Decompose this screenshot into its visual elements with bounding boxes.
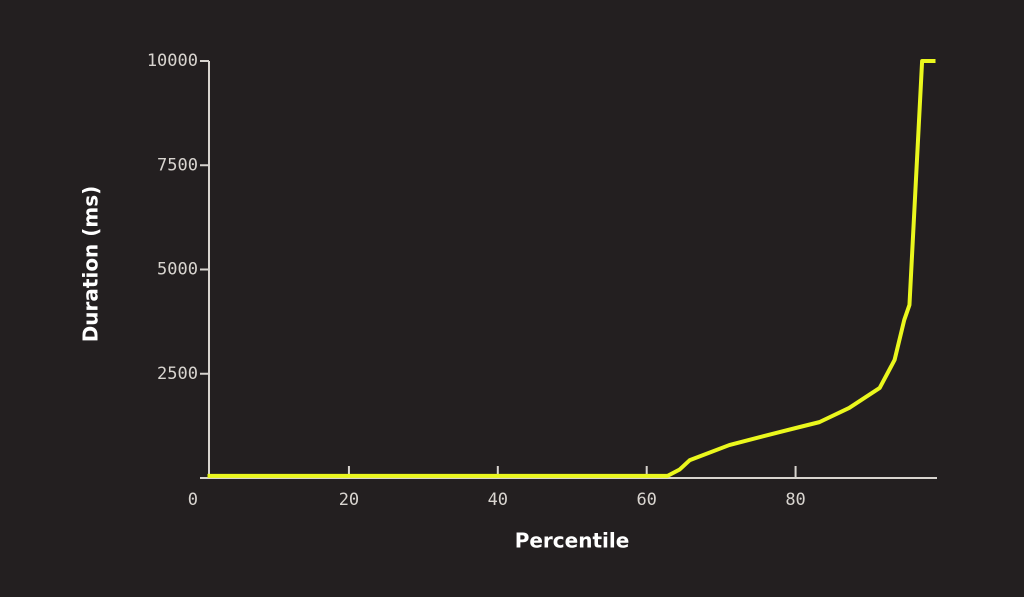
data-line [207, 59, 936, 478]
x-tick-label: 20 [339, 490, 359, 510]
y-tick-label: 0 [188, 490, 198, 510]
y-tick-label: 2500 [157, 364, 198, 384]
y-axis-title: Duration (ms) [79, 186, 103, 343]
y-tick-label: 7500 [157, 155, 198, 175]
y-tick-label: 10000 [147, 51, 198, 71]
x-tick-label: 60 [636, 490, 656, 510]
x-tick-label: 40 [488, 490, 508, 510]
y-tick-label: 5000 [157, 260, 198, 280]
x-tick-label: 80 [785, 490, 805, 510]
x-axis-title: Percentile [515, 529, 630, 553]
